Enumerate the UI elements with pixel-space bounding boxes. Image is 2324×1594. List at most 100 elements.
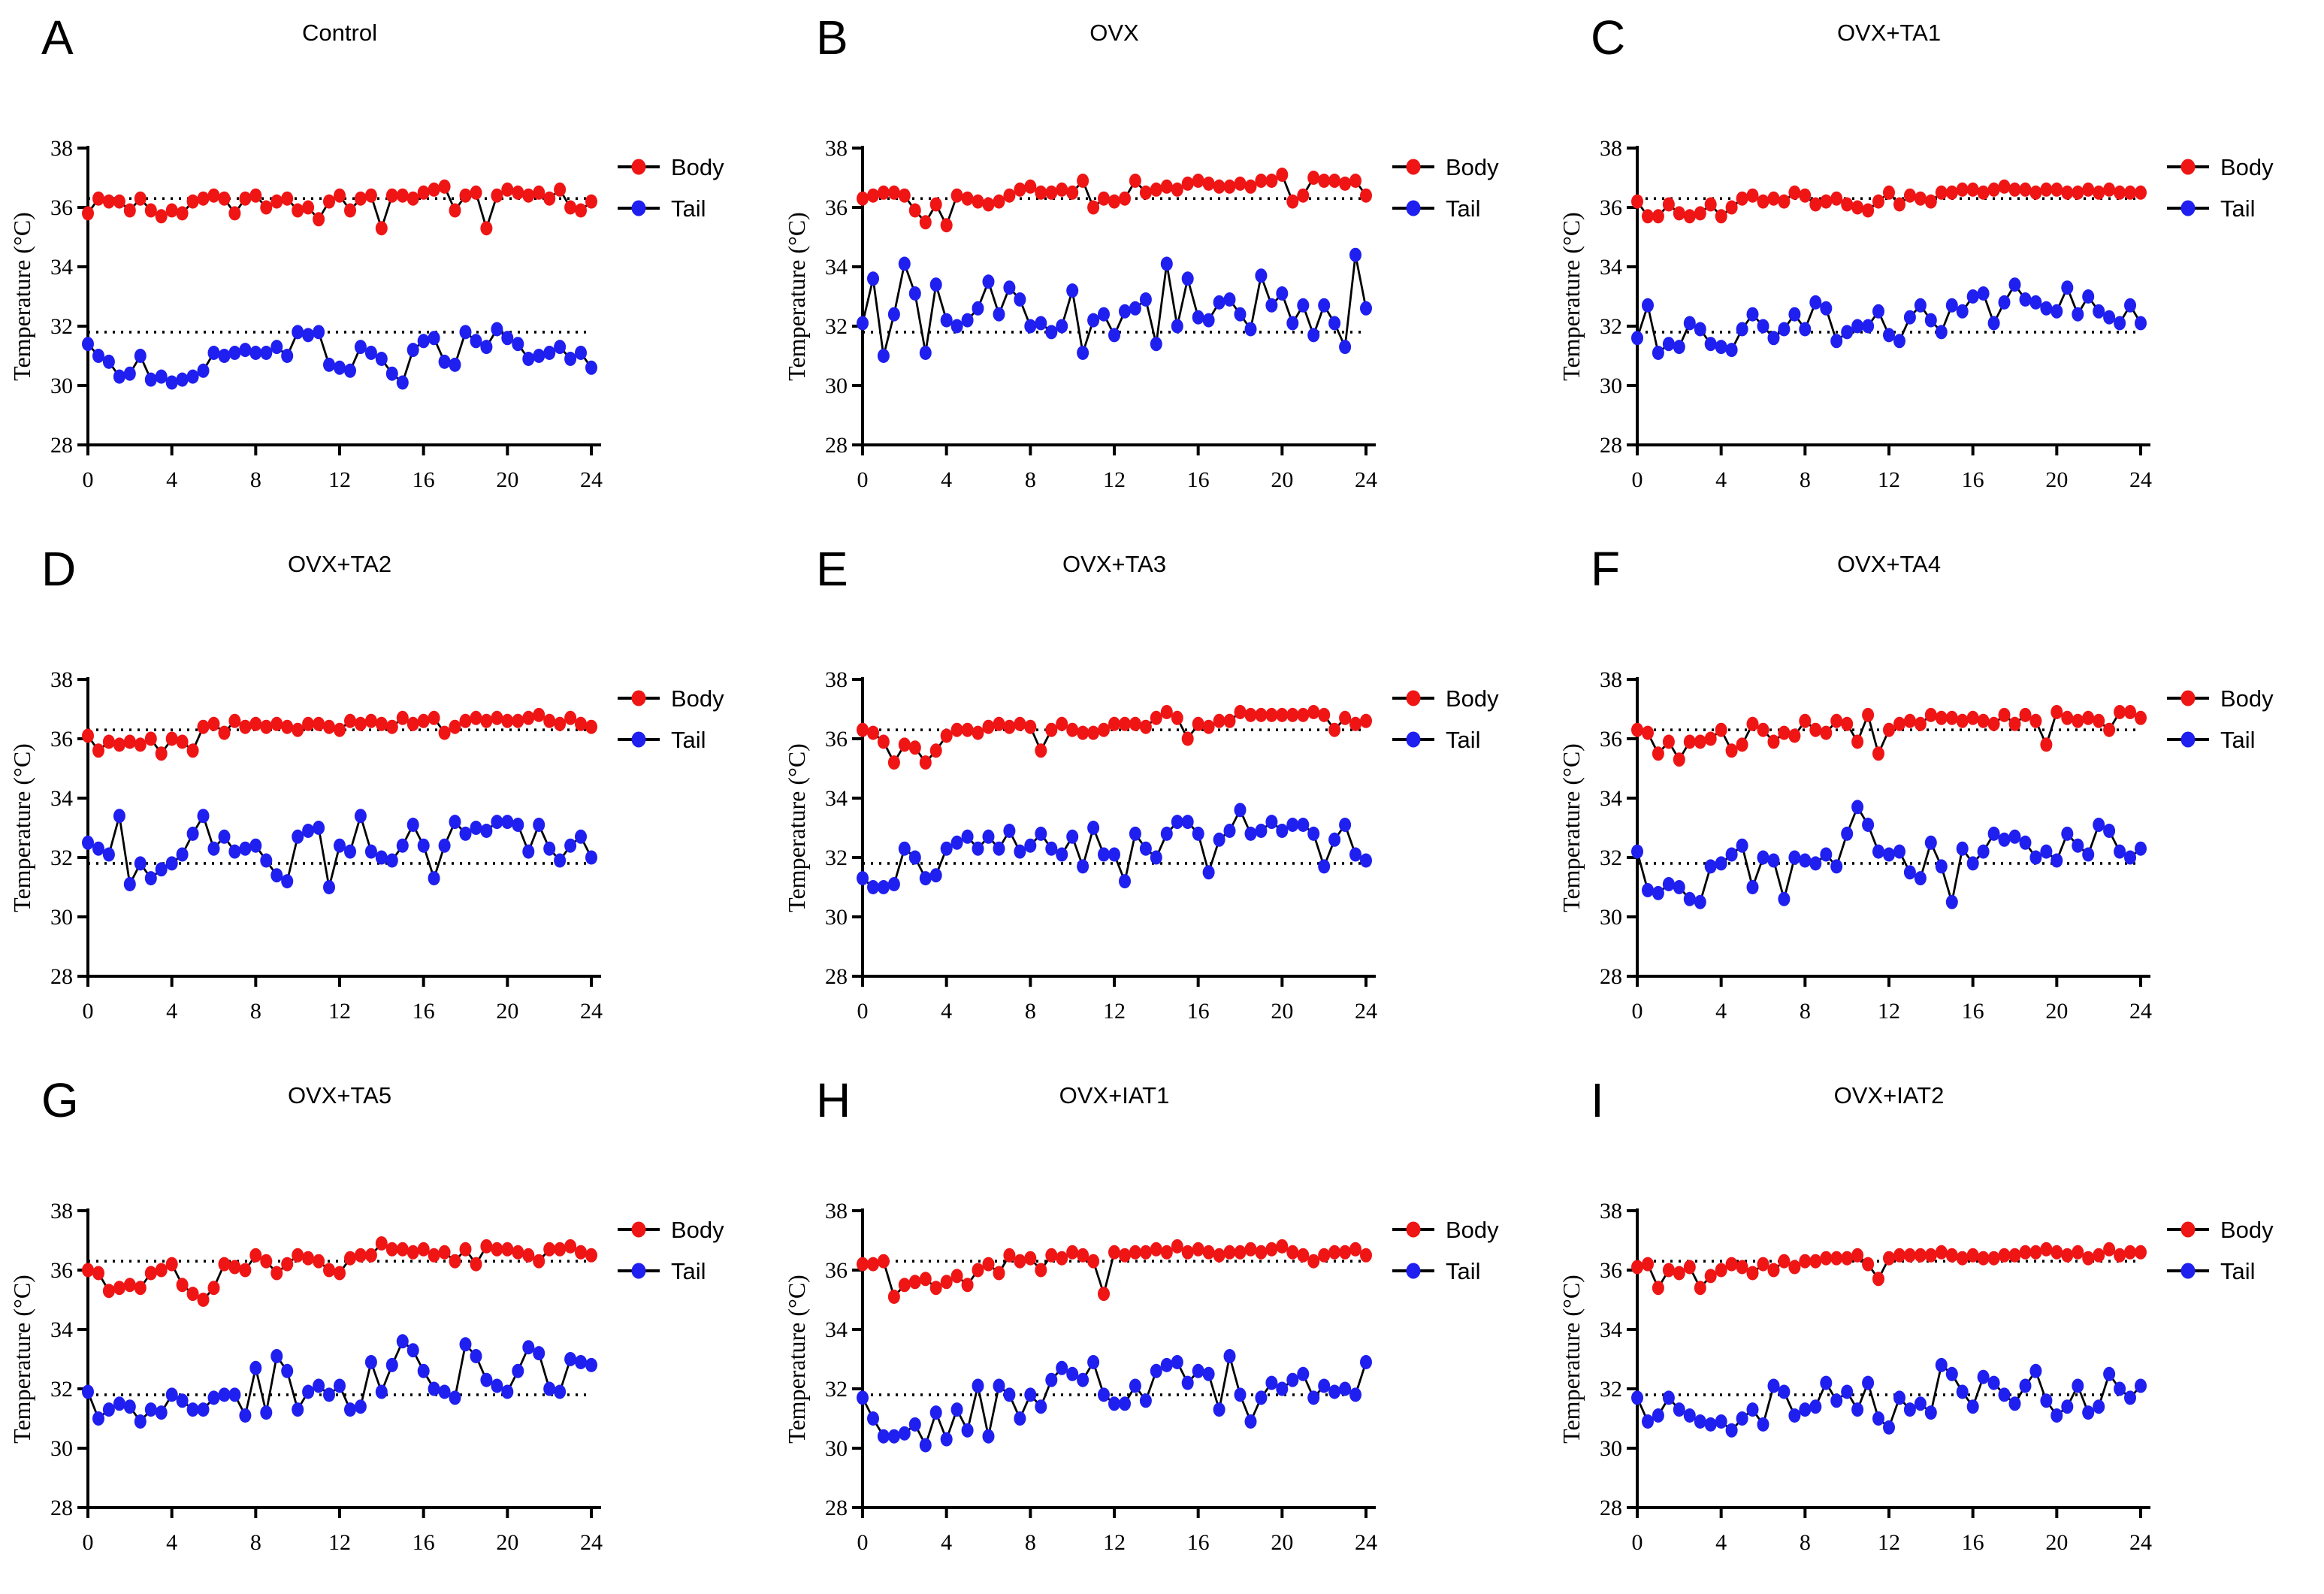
body-marker <box>270 1266 283 1281</box>
tail-marker <box>1087 1355 1100 1369</box>
body-marker <box>155 209 168 224</box>
tail-marker <box>165 856 178 871</box>
tail-marker <box>857 1390 869 1405</box>
y-axis-label: Temperature (°C) <box>8 743 35 912</box>
body-marker <box>993 716 1005 731</box>
tail-marker <box>302 824 315 838</box>
tail-marker <box>1255 1390 1268 1405</box>
x-tick-label: 8 <box>250 1530 261 1555</box>
body-marker <box>522 188 535 203</box>
tail-marker <box>564 352 577 366</box>
legend-body-marker-icon <box>1406 1221 1421 1238</box>
body-marker <box>1150 182 1162 197</box>
panel-letter: D <box>41 542 76 596</box>
body-marker <box>459 1242 472 1257</box>
tail-marker <box>449 815 461 830</box>
tail-marker <box>1914 871 1927 886</box>
x-tick-label: 20 <box>1271 999 1293 1024</box>
body-marker <box>1883 185 1895 200</box>
legend-tail-marker-icon <box>2180 1263 2196 1279</box>
panel-I: I OVX+IAT2 28 30 32 34 36 38 0 4 8 12 16 20 24 Temperat… <box>1549 1063 2324 1594</box>
body-marker <box>155 746 168 761</box>
tail-marker <box>176 847 189 862</box>
body-marker <box>1056 1251 1068 1266</box>
body-marker <box>2050 1245 2063 1260</box>
body-marker <box>1098 722 1110 737</box>
tail-marker <box>1809 856 1822 871</box>
tail-marker <box>1903 310 1916 325</box>
body-marker <box>1935 1245 1948 1260</box>
tail-marker <box>1725 343 1738 358</box>
body-marker <box>1956 182 1969 197</box>
legend: Body Tail <box>1392 685 1499 753</box>
x-tick-label: 24 <box>2129 999 2152 1024</box>
body-marker <box>1171 1239 1183 1254</box>
tail-marker <box>1160 826 1173 841</box>
tail-series-markers <box>857 1349 1372 1453</box>
tail-marker <box>1360 1355 1372 1369</box>
tail-marker <box>2124 298 2136 313</box>
body-marker <box>480 1239 493 1254</box>
body-marker <box>1778 194 1791 209</box>
body-marker <box>1223 1245 1236 1260</box>
body-marker <box>1265 174 1278 188</box>
tail-marker <box>857 316 869 331</box>
body-marker <box>585 194 597 209</box>
y-tick-label: 38 <box>825 667 848 692</box>
body-marker <box>385 1242 398 1257</box>
y-tick-label: 28 <box>50 1496 73 1520</box>
body-marker <box>877 1254 890 1269</box>
legend: Body Tail <box>2167 685 2274 753</box>
tail-marker <box>1767 331 1780 346</box>
tail-marker <box>993 307 1005 322</box>
x-tick-label: 16 <box>1962 1530 1984 1555</box>
tail-marker <box>2093 818 2105 832</box>
tail-marker <box>501 1384 514 1399</box>
tail-marker <box>1098 307 1110 322</box>
tail-marker <box>207 1390 220 1405</box>
tail-marker <box>1150 337 1162 352</box>
tail-marker <box>1977 844 1990 859</box>
tail-marker <box>1694 894 1706 909</box>
tail-marker <box>480 340 493 355</box>
tail-marker <box>2114 1381 2126 1396</box>
tail-marker <box>867 880 879 894</box>
tail-marker <box>1788 850 1801 865</box>
panel-G: G OVX+TA5 28 30 32 34 36 38 0 4 8 12 16 20 24 Temperatu… <box>0 1063 775 1594</box>
tail-marker <box>1642 1414 1654 1429</box>
tail-marker <box>1077 346 1089 360</box>
tail-marker <box>2050 853 2063 868</box>
tail-marker <box>1265 1375 1278 1390</box>
x-tick-label: 20 <box>496 467 518 492</box>
body-marker <box>1014 716 1026 731</box>
tail-marker <box>1673 1402 1685 1417</box>
tail-marker <box>197 1402 210 1417</box>
body-marker <box>1139 1245 1152 1260</box>
body-marker <box>929 197 942 212</box>
tail-marker <box>1935 325 1948 340</box>
body-marker <box>2114 1248 2126 1263</box>
tail-marker <box>2050 1408 2063 1423</box>
legend-tail-marker-icon <box>1406 731 1421 748</box>
body-marker <box>2114 185 2126 200</box>
tail-marker <box>1725 1423 1738 1438</box>
tail-marker <box>92 1411 104 1426</box>
tail-series-markers <box>1631 1357 2147 1438</box>
tail-marker <box>2135 316 2147 331</box>
tail-marker <box>1066 1366 1079 1381</box>
legend-body-marker-icon <box>631 690 646 706</box>
tail-marker <box>1788 1408 1801 1423</box>
body-marker <box>512 185 524 200</box>
body-marker <box>2135 710 2147 725</box>
body-marker <box>1318 1248 1331 1263</box>
body-marker <box>239 1263 252 1278</box>
tail-marker <box>1966 1399 1979 1414</box>
body-marker <box>898 188 911 203</box>
tail-marker <box>1297 298 1310 313</box>
panel-title: OVX+TA1 <box>1837 20 1941 46</box>
tail-marker <box>186 369 199 384</box>
body-marker <box>1830 713 1843 728</box>
tail-marker <box>1788 307 1801 322</box>
tail-marker <box>1662 877 1675 891</box>
tail-marker <box>1108 1396 1120 1411</box>
